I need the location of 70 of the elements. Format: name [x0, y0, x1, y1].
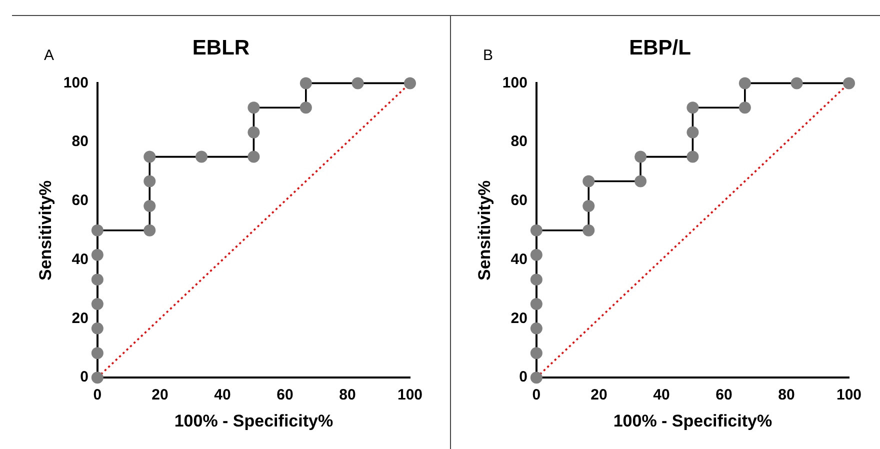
text: A — [44, 47, 54, 64]
chart-title: EBLR — [192, 36, 250, 60]
x-tick-label: 0 — [93, 386, 102, 404]
y-tick-label: 0 — [519, 368, 528, 386]
point — [530, 224, 542, 236]
point — [790, 77, 803, 90]
y-tick-label: 20 — [72, 310, 88, 327]
point — [352, 77, 364, 90]
point — [144, 200, 156, 212]
point — [738, 102, 751, 114]
y-axis-title: Sensitivity% — [36, 180, 55, 280]
point — [196, 150, 208, 163]
point — [582, 175, 595, 188]
x-tick-label: 20 — [152, 386, 168, 404]
point — [634, 175, 647, 188]
y-tick-label: 80 — [72, 133, 88, 150]
point — [582, 200, 595, 212]
point — [91, 322, 104, 334]
text: B — [483, 47, 494, 64]
y-tick-label: 100 — [502, 74, 528, 92]
point — [686, 150, 699, 163]
x-tick-label: 20 — [590, 386, 608, 404]
point — [144, 150, 156, 163]
y-tick-label: 20 — [510, 310, 528, 327]
point — [91, 224, 104, 236]
x-tick-label: 60 — [276, 386, 294, 404]
x-tick-label: 80 — [778, 386, 795, 404]
x-tick-label: 100 — [836, 386, 862, 404]
point — [686, 102, 699, 114]
point — [91, 248, 104, 261]
x-tick-label: 40 — [214, 386, 231, 404]
x-tick-label: 100 — [397, 386, 423, 404]
point — [530, 322, 542, 334]
x-axis-title: 100% - Specificity% — [174, 411, 334, 430]
x-axis-title: 100% - Specificity% — [613, 411, 772, 430]
point — [530, 248, 542, 261]
y-tick-label: 100 — [63, 74, 88, 92]
point — [300, 102, 312, 114]
y-tick-label: 0 — [80, 368, 88, 386]
point — [91, 372, 104, 384]
point — [248, 102, 260, 114]
point — [91, 298, 104, 310]
point — [91, 274, 104, 286]
x-tick-label: 60 — [716, 386, 732, 404]
chart-title: EBP/L — [629, 36, 692, 60]
point — [404, 77, 416, 90]
y-axis-title: Sensitivity% — [474, 180, 494, 280]
y-tick-label: 80 — [510, 133, 528, 150]
x-tick-label: 80 — [339, 386, 356, 404]
y-tick-label: 60 — [510, 192, 528, 210]
point — [530, 298, 542, 310]
y-tick-label: 40 — [72, 250, 88, 268]
point — [530, 372, 542, 384]
point — [91, 347, 104, 360]
x-tick-label: 40 — [653, 386, 670, 404]
x-tick-label: 0 — [532, 386, 541, 404]
point — [248, 126, 260, 138]
point — [686, 126, 699, 138]
point — [248, 150, 260, 163]
y-tick-label: 40 — [510, 250, 528, 268]
point — [582, 224, 595, 236]
point — [530, 347, 542, 360]
y-tick-label: 60 — [72, 192, 88, 210]
point — [530, 274, 542, 286]
point — [144, 175, 156, 188]
point — [300, 77, 312, 90]
point — [144, 224, 156, 236]
point — [634, 150, 647, 163]
point — [843, 77, 855, 90]
point — [738, 77, 751, 90]
